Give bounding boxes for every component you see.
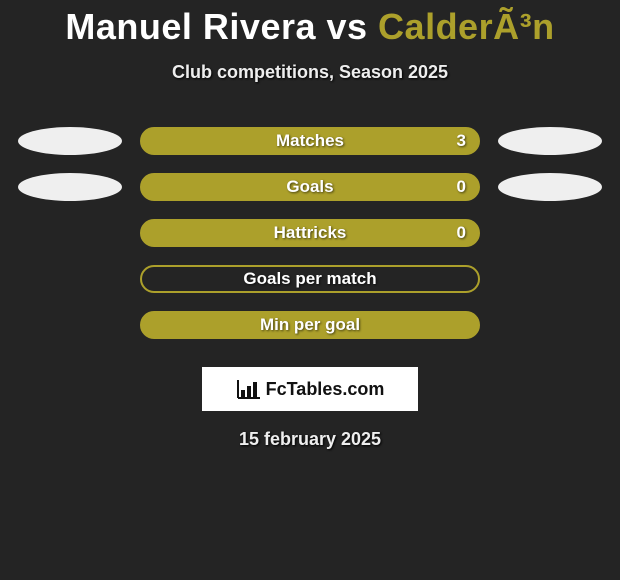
right-ellipse — [498, 127, 602, 155]
stat-value-right: 0 — [457, 175, 466, 199]
stat-row: Hattricks0 — [10, 219, 610, 247]
stat-bar: Goals per match — [140, 265, 480, 293]
stat-row: Goals per match — [10, 265, 610, 293]
stat-label: Goals per match — [142, 267, 478, 291]
title-player1: Manuel Rivera — [65, 6, 316, 47]
bar-chart-icon — [236, 378, 262, 400]
right-ellipse — [498, 173, 602, 201]
stat-row: Min per goal — [10, 311, 610, 339]
left-ellipse — [18, 173, 122, 201]
subtitle: Club competitions, Season 2025 — [0, 62, 620, 83]
stat-value-right: 3 — [457, 129, 466, 153]
stat-bar: Hattricks0 — [140, 219, 480, 247]
stat-label: Min per goal — [142, 313, 478, 337]
stat-bar: Min per goal — [140, 311, 480, 339]
stat-bar: Matches3 — [140, 127, 480, 155]
date: 15 february 2025 — [0, 429, 620, 450]
stat-label: Hattricks — [142, 221, 478, 245]
logo-text: FcTables.com — [266, 379, 385, 400]
comparison-infographic: Manuel Rivera vs CalderÃ³n Club competit… — [0, 0, 620, 580]
stat-label: Goals — [142, 175, 478, 199]
stats-rows: Matches3Goals0Hattricks0Goals per matchM… — [0, 127, 620, 339]
title-player2: CalderÃ³n — [378, 6, 555, 47]
logo-box: FcTables.com — [202, 367, 418, 411]
stat-row: Matches3 — [10, 127, 610, 155]
left-ellipse — [18, 127, 122, 155]
stat-label: Matches — [142, 129, 478, 153]
stat-value-right: 0 — [457, 221, 466, 245]
stat-bar: Goals0 — [140, 173, 480, 201]
stat-row: Goals0 — [10, 173, 610, 201]
page-title: Manuel Rivera vs CalderÃ³n — [0, 0, 620, 48]
title-vs: vs — [316, 6, 378, 47]
